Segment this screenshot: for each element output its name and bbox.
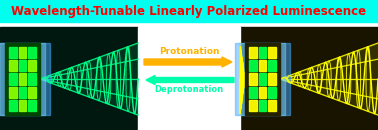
Bar — [259, 60, 266, 71]
Bar — [268, 60, 276, 71]
Bar — [9, 100, 17, 111]
Text: Wavelength-Tunable Linearly Polarized Luminescence: Wavelength-Tunable Linearly Polarized Lu… — [11, 5, 367, 18]
Bar — [249, 60, 257, 71]
Bar — [0, 43, 45, 115]
Text: Deprotonation: Deprotonation — [155, 86, 223, 95]
Bar — [0, 0, 378, 22]
Bar — [19, 47, 26, 58]
Bar — [259, 47, 266, 58]
Bar — [19, 60, 26, 71]
Bar — [268, 47, 276, 58]
Bar — [259, 73, 266, 85]
Bar — [28, 73, 36, 85]
Bar — [0, 27, 138, 130]
Bar — [249, 73, 257, 85]
Bar — [5, 43, 40, 115]
Bar — [235, 43, 290, 115]
Bar — [249, 100, 257, 111]
Bar — [9, 73, 17, 85]
Bar — [138, 27, 240, 130]
Text: Protonation: Protonation — [159, 47, 219, 57]
Bar — [259, 87, 266, 98]
Bar — [19, 73, 26, 85]
Bar — [268, 73, 276, 85]
Bar — [240, 27, 378, 130]
Bar — [28, 47, 36, 58]
Bar — [249, 47, 257, 58]
Bar — [268, 100, 276, 111]
Bar — [240, 43, 285, 115]
Bar — [19, 100, 26, 111]
Bar — [0, 43, 50, 115]
Bar — [259, 100, 266, 111]
Bar — [19, 87, 26, 98]
Bar — [28, 100, 36, 111]
FancyArrow shape — [144, 57, 232, 67]
Bar — [249, 87, 257, 98]
Bar — [28, 60, 36, 71]
Bar — [28, 87, 36, 98]
Bar — [268, 87, 276, 98]
Bar — [9, 47, 17, 58]
Bar — [245, 43, 280, 115]
FancyArrow shape — [146, 76, 234, 85]
Bar — [9, 60, 17, 71]
Bar — [9, 87, 17, 98]
